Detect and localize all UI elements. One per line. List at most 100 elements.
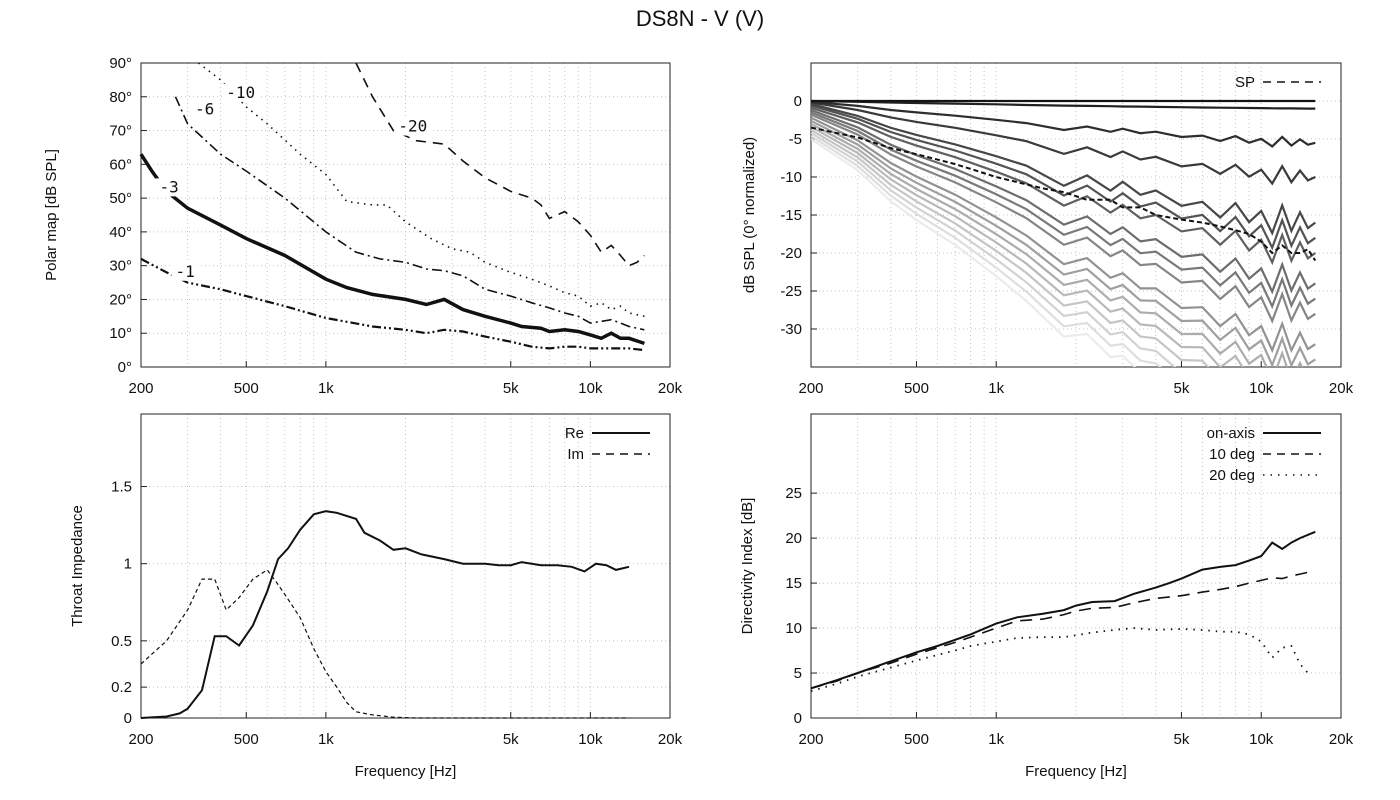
y-tick-label: 50° (109, 190, 132, 207)
contour-minus-1 (140, 257, 645, 352)
x-tick-label: 500 (904, 731, 929, 748)
y-tick-label: 10° (109, 325, 132, 342)
page-title: DS8N - V (V) (635, 6, 765, 31)
polar-map-panel: 200 500 1k 5k 10k 20k 0° 10° 20° 30° 40° 50° 60° 70° 8… (43, 55, 683, 397)
y-axis-label: Polar map [dB SPL] (43, 149, 60, 281)
normalized-spl-panel: 200 500 1k 5k 10k 20k 0 -5 -10 -15 -20 -25 -30 dB SPL… (741, 62, 1354, 397)
x-tick-label: 500 (234, 380, 259, 397)
contour-label: -1 (175, 262, 194, 281)
series-20-deg (810, 627, 1309, 692)
y-tick-label: -15 (780, 207, 802, 224)
angle-curve-5 (811, 99, 1316, 110)
angle-curve-40 (811, 111, 1316, 310)
contour-label-bg (222, 83, 259, 102)
x-tick-label: 200 (128, 731, 153, 748)
contour-label-bg (394, 117, 431, 136)
throat-impedance-panel: 200 500 1k 5k 10k 20k 0 0.2 0.5 1 1.5 Throat Impeda… (69, 413, 683, 780)
grid (141, 414, 670, 718)
angle-curve-45 (811, 113, 1316, 324)
series-im (140, 569, 629, 719)
angle-curves (811, 99, 1317, 367)
contour-minus-3 (139, 153, 645, 346)
legend-label: Re (565, 425, 584, 442)
x-axis-label: Frequency [Hz] (1025, 763, 1127, 780)
y-axis-label: Directivity Index [dB] (739, 498, 756, 635)
y-tick-label: 0 (124, 710, 132, 727)
x-tick-label: 1k (988, 380, 1004, 397)
contour-label-bg (190, 100, 217, 119)
angle-curve-10 (811, 100, 1316, 148)
x-tick-label: 10k (1249, 731, 1274, 748)
angle-curve-55 (811, 119, 1316, 367)
x-tick-label: 10k (578, 731, 603, 748)
y-tick-label: 0° (118, 359, 132, 376)
x-tick-label: 20k (658, 731, 683, 748)
legend: SP (1235, 74, 1321, 91)
contour-label: -6 (195, 100, 214, 119)
x-tick-label: 1k (988, 731, 1004, 748)
contour-label: -20 (398, 117, 427, 136)
angle-curve-20 (811, 102, 1316, 236)
legend-label: 20 deg (1209, 467, 1255, 484)
directivity-index-panel: 200 500 1k 5k 10k 20k 0 5 10 15 20 25 Directivity In… (739, 413, 1354, 780)
y-tick-label: 30° (109, 258, 132, 275)
x-tick-label: 20k (1329, 731, 1354, 748)
x-tick-label: 5k (503, 731, 519, 748)
y-tick-label: 0.5 (111, 633, 132, 650)
y-tick-label: 20° (109, 291, 132, 308)
contour-label-bg (155, 178, 182, 197)
legend: Re Im (565, 425, 650, 463)
series-on-axis (810, 530, 1316, 690)
y-tick-label: 25 (785, 485, 802, 502)
y-tick-label: 90° (109, 55, 132, 72)
angle-curve-25 (811, 104, 1316, 251)
angle-curve-35 (811, 109, 1316, 295)
contour-label: -3 (160, 177, 179, 196)
x-tick-label: 10k (1249, 380, 1274, 397)
y-tick-label: -25 (780, 283, 802, 300)
contour-minus-10 (198, 62, 645, 318)
angle-curve-15 (811, 101, 1316, 186)
x-tick-label: 500 (234, 731, 259, 748)
plot-frame (140, 62, 671, 368)
contour-minus-20 (355, 62, 645, 267)
x-axis-label: Frequency [Hz] (355, 763, 457, 780)
x-tick-label: 500 (904, 380, 929, 397)
legend: on-axis 10 deg 20 deg (1207, 425, 1321, 484)
y-tick-label: 0 (794, 710, 802, 727)
grid (811, 414, 1341, 718)
x-tick-label: 10k (578, 380, 603, 397)
angle-curve-70 (811, 128, 1210, 367)
x-tick-label: 200 (798, 731, 823, 748)
contour-minus-6 (174, 96, 645, 331)
y-tick-label: 40° (109, 224, 132, 241)
x-tick-label: 5k (503, 380, 519, 397)
angle-curve-30 (811, 106, 1316, 266)
y-tick-label: -30 (780, 321, 802, 338)
y-tick-label: 80° (109, 89, 132, 106)
y-tick-label: 15 (785, 575, 802, 592)
x-tick-label: 1k (318, 380, 334, 397)
y-tick-label: 10 (785, 620, 802, 637)
contour-label-bg (171, 262, 198, 281)
y-tick-label: 0.2 (111, 679, 132, 696)
legend-label: 10 deg (1209, 446, 1255, 463)
series-re (140, 510, 630, 719)
y-tick-label: 70° (109, 123, 132, 140)
grid (141, 63, 670, 367)
x-tick-label: 5k (1174, 731, 1190, 748)
x-tick-label: 200 (128, 380, 153, 397)
y-tick-label: 20 (785, 530, 802, 547)
x-tick-label: 200 (798, 380, 823, 397)
y-tick-label: -20 (780, 245, 802, 262)
x-tick-label: 20k (658, 380, 683, 397)
y-tick-label: 0 (794, 93, 802, 110)
y-tick-label: 60° (109, 156, 132, 173)
legend-label: Im (567, 446, 584, 463)
angle-curve-50 (811, 116, 1316, 354)
series-10-deg (810, 571, 1309, 690)
y-axis-label: dB SPL (0° normalized) (741, 137, 758, 293)
x-tick-label: 5k (1174, 380, 1190, 397)
x-tick-label: 1k (318, 731, 334, 748)
